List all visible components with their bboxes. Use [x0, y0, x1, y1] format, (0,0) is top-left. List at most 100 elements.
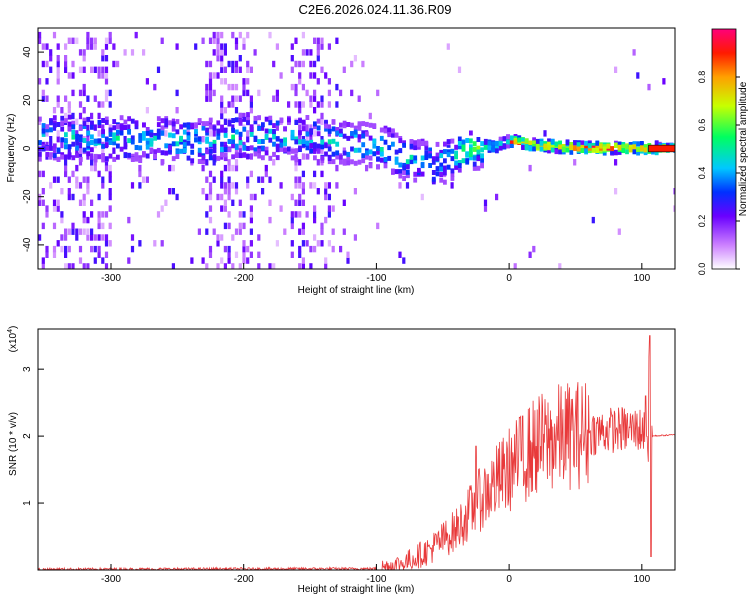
heatmap-cell [264, 164, 268, 172]
heatmap-cell [249, 211, 253, 218]
heatmap-cell [643, 144, 648, 150]
heatmap-cell [391, 132, 395, 138]
heatmap-cell [313, 182, 317, 189]
heatmap-cell [242, 37, 246, 44]
heatmap-cell [257, 176, 261, 183]
heatmap-cell [75, 176, 79, 183]
heatmap-cell [394, 159, 399, 165]
heatmap-cell [261, 176, 265, 183]
heatmap-cell [134, 145, 139, 150]
heatmap-cell [532, 146, 536, 152]
heatmap-cell [208, 37, 213, 44]
heatmap-cell [60, 216, 64, 224]
heatmap-cell [223, 182, 227, 189]
heatmap-cell [398, 148, 403, 154]
heatmap-cell [227, 121, 232, 127]
heatmap-cell [320, 222, 324, 230]
heatmap-cell [346, 151, 351, 157]
heatmap-cell [208, 170, 213, 178]
heatmap-cell [93, 37, 97, 44]
heatmap-cell [253, 49, 257, 56]
heatmap-cell [60, 121, 65, 127]
heatmap-cell [398, 162, 403, 168]
heatmap-cell [305, 140, 310, 146]
heatmap-cell [156, 66, 161, 73]
heatmap-cell [290, 240, 294, 247]
colorbar-tick-label: 0.8 [697, 71, 707, 84]
heatmap-cell [309, 128, 314, 134]
heatmap-cell [350, 60, 354, 68]
heatmap-cell [56, 72, 60, 79]
heatmap-cell [220, 141, 224, 147]
heatmap-cell [290, 216, 294, 224]
heatmap-cell [335, 127, 340, 132]
heatmap-cell [208, 205, 213, 212]
heatmap-cell [636, 150, 640, 156]
colorbar-gradient [711, 28, 737, 270]
heatmap-cell [45, 205, 49, 212]
heatmap-cell [216, 128, 221, 134]
heatmap-cell [56, 101, 60, 108]
heatmap-cell [268, 176, 272, 183]
heatmap-cell [294, 120, 299, 125]
heatmap-cell [249, 145, 254, 151]
heatmap-cell [101, 182, 105, 189]
heatmap-cell [78, 89, 83, 97]
heatmap-cell [402, 142, 406, 148]
heatmap-cell [335, 154, 340, 160]
heatmap-cell [320, 101, 324, 108]
heatmap-cell [97, 72, 101, 79]
heatmap-cell [168, 164, 172, 172]
heatmap-cell [457, 163, 462, 168]
heatmap-cell [316, 188, 320, 195]
heatmap-cell [101, 153, 105, 158]
heatmap-cell [208, 130, 213, 137]
heatmap-cell [60, 245, 64, 253]
heatmap-cell [291, 269, 294, 275]
heatmap-cell [335, 150, 340, 156]
heatmap-cell [294, 83, 298, 91]
heatmap-cell [301, 119, 306, 125]
y-tick-label: -40 [22, 237, 33, 252]
heatmap-cell [242, 222, 246, 230]
heatmap-cell [246, 31, 250, 39]
heatmap-cell [309, 95, 313, 102]
figure-title: C2E6.2026.024.11.36.R09 [299, 2, 452, 17]
heatmap-cell [145, 138, 150, 144]
heatmap-cell [313, 89, 317, 97]
heatmap-cell [208, 60, 213, 68]
heatmap-cell [320, 66, 324, 73]
heatmap-cell [324, 193, 328, 201]
heatmap-cell [97, 112, 101, 120]
heatmap-cell [41, 222, 45, 230]
heatmap-cell [324, 119, 328, 125]
heatmap-cell [71, 222, 75, 230]
heatmap-cell [383, 125, 388, 131]
heatmap-cell [78, 66, 83, 73]
heatmap-cell [320, 155, 325, 161]
heatmap-cell [101, 157, 105, 163]
heatmap-cell [242, 152, 247, 158]
heatmap-cell [153, 133, 157, 138]
heatmap-cell [130, 245, 135, 253]
heatmap-cell [591, 142, 596, 148]
heatmap-cell [361, 121, 366, 127]
heatmap-cell [561, 147, 566, 153]
heatmap-cell [64, 159, 68, 166]
heatmap-cell [234, 182, 239, 189]
heatmap-cell [208, 141, 213, 147]
heatmap-cell [327, 159, 332, 165]
heatmap-cell [643, 150, 648, 156]
heatmap-cell [346, 156, 351, 161]
heatmap-cell [648, 144, 675, 153]
heatmap-cell [279, 72, 283, 79]
heatmap-cell [127, 116, 131, 122]
heatmap-cell [67, 126, 72, 132]
heatmap-cell [402, 176, 406, 181]
heatmap-cell [201, 136, 205, 143]
heatmap-cell [405, 169, 410, 175]
heatmap-cell [361, 133, 366, 139]
heatmap-cell [67, 72, 71, 79]
heatmap-cell [205, 83, 209, 91]
heatmap-cell [78, 153, 83, 160]
